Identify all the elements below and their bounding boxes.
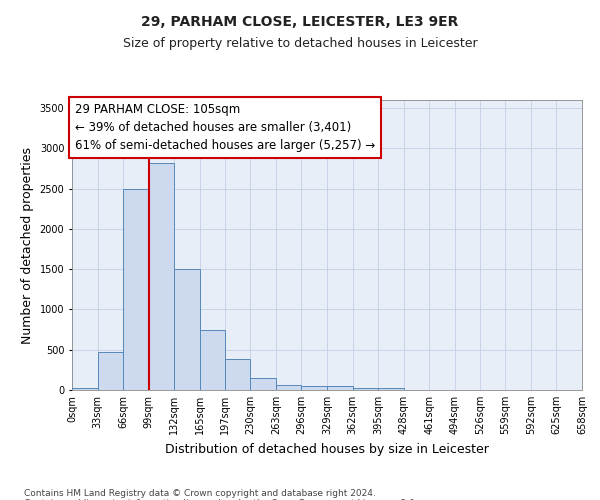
Bar bbox=[123, 188, 149, 390]
Bar bbox=[149, 163, 175, 390]
Text: 29 PARHAM CLOSE: 105sqm
← 39% of detached houses are smaller (3,401)
61% of semi: 29 PARHAM CLOSE: 105sqm ← 39% of detache… bbox=[75, 103, 376, 152]
Bar bbox=[250, 378, 276, 390]
Bar bbox=[301, 386, 327, 390]
Bar bbox=[224, 358, 250, 390]
Text: Contains public sector information licensed under the Open Government Licence v3: Contains public sector information licen… bbox=[24, 498, 418, 500]
Bar bbox=[98, 352, 123, 390]
Y-axis label: Number of detached properties: Number of detached properties bbox=[21, 146, 34, 344]
Bar bbox=[72, 388, 98, 390]
Text: 29, PARHAM CLOSE, LEICESTER, LE3 9ER: 29, PARHAM CLOSE, LEICESTER, LE3 9ER bbox=[142, 15, 458, 29]
Bar bbox=[175, 269, 200, 390]
Bar bbox=[378, 388, 404, 390]
Bar bbox=[353, 388, 378, 390]
Bar bbox=[200, 330, 224, 390]
Text: Size of property relative to detached houses in Leicester: Size of property relative to detached ho… bbox=[122, 38, 478, 51]
Bar bbox=[276, 385, 301, 390]
Bar bbox=[327, 386, 353, 390]
Text: Contains HM Land Registry data © Crown copyright and database right 2024.: Contains HM Land Registry data © Crown c… bbox=[24, 488, 376, 498]
X-axis label: Distribution of detached houses by size in Leicester: Distribution of detached houses by size … bbox=[165, 442, 489, 456]
